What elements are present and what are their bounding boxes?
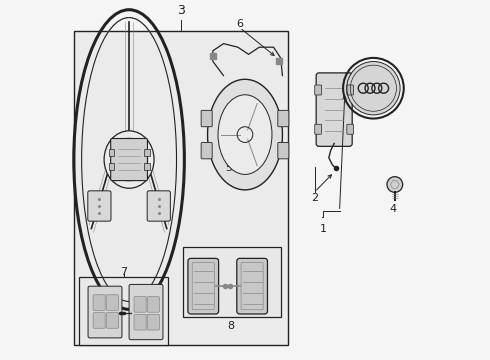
Bar [183,247,281,316]
FancyBboxPatch shape [93,295,105,310]
Circle shape [387,177,403,192]
FancyBboxPatch shape [93,312,105,328]
FancyBboxPatch shape [111,139,147,181]
Text: 6: 6 [236,19,243,29]
FancyBboxPatch shape [88,286,122,338]
Bar [109,149,114,156]
FancyBboxPatch shape [129,284,163,340]
Bar [79,277,168,345]
FancyBboxPatch shape [106,295,119,310]
Text: 1: 1 [320,224,327,234]
Ellipse shape [104,131,154,188]
FancyBboxPatch shape [278,143,289,159]
FancyBboxPatch shape [201,143,212,159]
FancyBboxPatch shape [88,191,111,221]
FancyBboxPatch shape [134,297,146,312]
Text: 4: 4 [390,204,396,214]
Text: 3: 3 [177,4,185,17]
FancyBboxPatch shape [147,191,171,221]
FancyBboxPatch shape [316,73,352,147]
FancyBboxPatch shape [278,110,289,127]
FancyBboxPatch shape [315,124,321,134]
Ellipse shape [218,95,272,174]
Bar [109,163,114,170]
FancyBboxPatch shape [315,85,321,95]
Text: 5: 5 [225,163,232,174]
FancyBboxPatch shape [347,85,354,95]
Circle shape [347,62,400,114]
Bar [74,31,288,345]
FancyBboxPatch shape [147,314,159,330]
FancyBboxPatch shape [106,312,119,328]
FancyBboxPatch shape [147,297,159,312]
FancyBboxPatch shape [347,124,354,134]
Ellipse shape [208,79,282,190]
FancyBboxPatch shape [201,110,212,127]
Bar [144,163,149,170]
FancyBboxPatch shape [134,314,146,330]
Text: 7: 7 [120,267,127,277]
FancyBboxPatch shape [237,258,268,314]
Bar [144,149,149,156]
FancyBboxPatch shape [188,258,219,314]
Text: 8: 8 [227,321,234,331]
Text: 2: 2 [311,193,318,203]
